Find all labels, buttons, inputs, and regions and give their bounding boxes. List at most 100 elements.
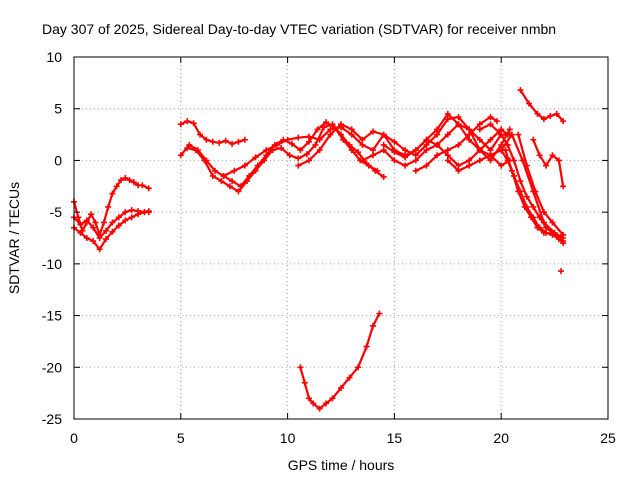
data-point [103,227,110,234]
data-point [508,131,515,138]
data-point [558,268,565,275]
data-point [186,141,193,148]
data-point [476,121,483,128]
series-s1 [71,175,152,238]
data-point [391,138,398,145]
data-point [560,118,567,125]
data-point [487,121,494,128]
data-point [402,162,409,169]
data-point [540,116,547,123]
data-point [515,131,522,138]
data-point [329,395,336,402]
series-line [517,133,565,236]
data-point [476,147,483,154]
data-point [444,152,451,159]
series-s6 [184,121,387,195]
data-point [192,147,199,154]
data-point [466,136,473,143]
y-tick-label: -20 [42,359,62,375]
data-point [549,219,556,226]
series-s20 [558,268,565,275]
data-point [434,126,441,133]
data-series [71,87,567,412]
data-point [115,214,122,221]
data-point [329,121,336,128]
data-point [523,162,530,169]
y-tick-label: 0 [54,152,62,168]
data-point [549,152,556,159]
series-s16 [515,131,567,238]
series-line [532,138,565,188]
data-point [122,217,129,224]
data-point [218,178,225,185]
data-point [197,131,204,138]
series-s4 [177,118,248,147]
data-point [83,235,90,241]
data-point [487,113,494,120]
chart-title: Day 307 of 2025, Sidereal Day-to-day VTE… [42,21,556,37]
data-point [83,217,90,224]
data-point [523,193,530,200]
plot-frame [73,56,609,420]
data-point [487,157,494,164]
data-point [380,147,387,154]
data-point [498,162,505,169]
data-point [540,229,547,236]
x-tick-label: 15 [387,430,403,446]
data-point [184,118,191,125]
data-point [209,172,216,179]
data-point [216,139,223,146]
data-point [423,136,430,143]
data-point [327,131,334,138]
data-point [295,134,302,141]
series-s2 [71,208,152,253]
y-tick-label: -10 [42,256,62,272]
series-s19 [297,310,383,412]
data-point [391,149,398,156]
data-point [466,157,473,164]
data-point [327,126,334,133]
series-line [222,123,511,177]
data-point [536,152,543,159]
data-point [391,157,398,164]
y-axis-label: SDTVAR / TECUs [6,182,22,294]
data-point [476,126,483,133]
data-point [555,157,562,164]
data-point [286,152,293,159]
data-point [323,400,330,407]
data-point [434,131,441,138]
data-point [241,162,248,169]
data-point [177,121,184,128]
data-point [303,151,310,158]
data-point [305,138,312,145]
data-point [314,126,321,133]
data-point [363,343,370,350]
data-point [100,219,107,226]
data-point [372,167,379,174]
data-point [423,147,430,154]
data-point [444,110,451,117]
y-tick-label: 10 [46,49,62,65]
data-point [380,131,387,138]
data-point [412,167,419,174]
data-point [92,219,99,226]
data-point [498,131,505,138]
y-tick-label: -5 [50,204,63,220]
data-point [543,162,550,169]
data-point [305,157,312,164]
series-line [179,121,379,188]
data-point [113,183,120,190]
data-point [560,231,567,238]
x-tick-label: 5 [177,430,185,446]
data-point [363,160,370,167]
data-point [412,152,419,159]
data-point [244,178,251,185]
data-point [128,214,135,221]
data-point [126,177,133,184]
data-point [455,113,462,120]
data-point [549,231,556,238]
series-s11 [412,113,500,174]
series-s8 [295,113,513,169]
data-point [201,157,208,164]
data-point [316,147,323,154]
